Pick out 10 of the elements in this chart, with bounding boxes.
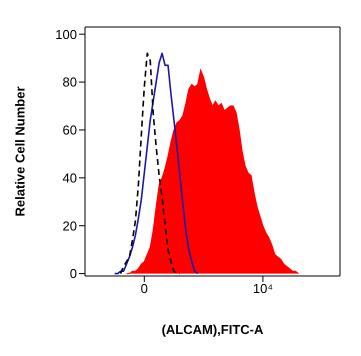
y-tick-label: 0 (70, 266, 77, 282)
line-series (114, 52, 198, 274)
y-tick-label: 100 (55, 26, 77, 42)
x-axis-title: (ALCAM),FITC-A (162, 322, 264, 337)
y-tick-label: 80 (62, 74, 77, 90)
y-tick-label: 60 (62, 122, 77, 138)
y-tick-label: 20 (62, 218, 77, 234)
x-tick-label: 10⁴ (252, 281, 273, 296)
y-axis-title: Relative Cell Number (12, 86, 28, 217)
y-tick-label: 40 (62, 170, 77, 186)
